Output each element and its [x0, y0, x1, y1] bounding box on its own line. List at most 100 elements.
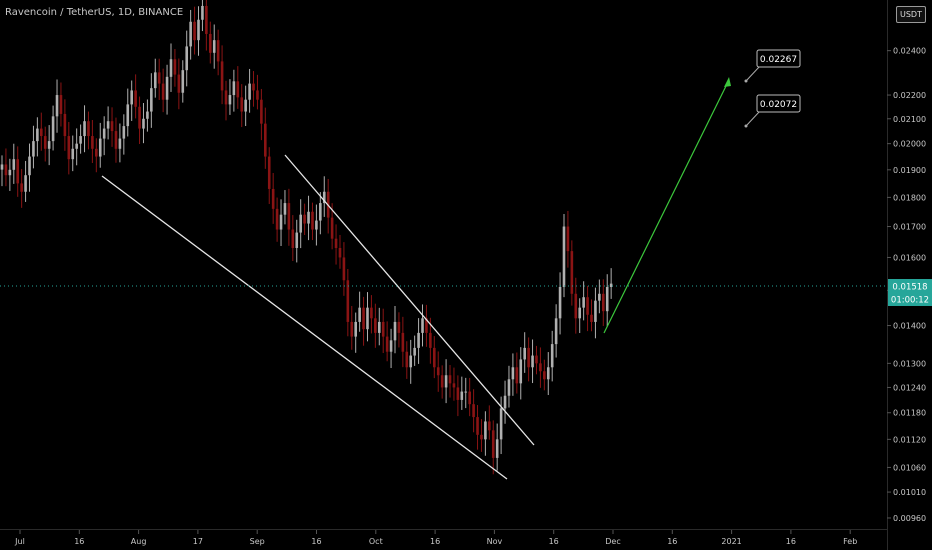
- candle-body: [185, 46, 189, 71]
- candle-body: [436, 367, 440, 376]
- y-tick-label: 0.02000: [893, 140, 926, 149]
- candle-body: [515, 367, 519, 384]
- candle-body: [28, 156, 31, 176]
- candle-body: [51, 116, 55, 142]
- x-tick-label: Dec: [605, 537, 620, 546]
- candle-body: [75, 143, 78, 149]
- candle-body: [20, 183, 23, 192]
- candle-body: [291, 229, 295, 248]
- candle-body: [421, 318, 424, 333]
- target-label-1[interactable]: 0.02267: [744, 49, 801, 83]
- candle-body: [488, 421, 491, 431]
- projection-arrow[interactable]: [603, 79, 730, 334]
- candle-body: [146, 111, 149, 119]
- candle-body: [283, 203, 287, 215]
- candle-body: [126, 104, 130, 127]
- candle-body: [499, 408, 503, 440]
- current-price-badge-bg: [888, 279, 932, 293]
- candle-body: [413, 347, 416, 356]
- y-tick-label: 0.01600: [893, 253, 926, 262]
- candle-body: [232, 81, 236, 96]
- current-price-text: 0.01518: [892, 283, 927, 293]
- target-label-2-dot: [744, 124, 748, 128]
- candle-body: [480, 434, 483, 440]
- x-tick-label: 16: [549, 537, 559, 546]
- candle-body: [311, 211, 314, 230]
- x-tick-label: 2021: [721, 537, 741, 546]
- candle-body: [405, 351, 409, 368]
- x-tick-label: Nov: [487, 537, 503, 546]
- x-tick-label: 17: [193, 537, 203, 546]
- candle-body: [539, 363, 542, 372]
- candle-body: [260, 99, 263, 124]
- candle-body: [495, 439, 499, 458]
- candle-body: [546, 367, 550, 380]
- candle-body: [236, 81, 240, 98]
- upper-trendline[interactable]: [284, 154, 535, 446]
- y-tick-label: 0.01700: [893, 223, 926, 232]
- candle-body: [271, 188, 275, 209]
- candle-body: [153, 72, 157, 89]
- candle-body: [212, 40, 216, 53]
- candle-body: [83, 121, 86, 137]
- candle-body: [578, 307, 582, 319]
- drawings-group: [101, 77, 731, 480]
- currency-badge[interactable]: USDT: [896, 6, 926, 23]
- candle-body: [138, 106, 141, 129]
- x-tick-label: 16: [311, 537, 321, 546]
- candle-body: [47, 141, 51, 149]
- candle-body: [511, 367, 515, 380]
- candle-body: [590, 314, 593, 322]
- candle-body: [531, 355, 534, 368]
- candle-body: [377, 321, 381, 333]
- candle-body: [130, 90, 133, 105]
- candle-body: [322, 191, 326, 204]
- candle-body: [594, 300, 597, 322]
- candle-body: [16, 159, 20, 184]
- candle-body: [601, 293, 605, 312]
- candle-body: [397, 321, 401, 333]
- candle-body: [303, 214, 306, 224]
- candle-body: [43, 136, 47, 149]
- target-label-1-box: [756, 49, 801, 68]
- y-tick-label: 0.01180: [893, 409, 926, 418]
- target-label-2[interactable]: 0.02072: [744, 94, 801, 128]
- candle-body: [456, 387, 460, 400]
- x-tick-label: Feb: [843, 537, 857, 546]
- x-tick-label: 16: [667, 537, 677, 546]
- candle-body: [264, 123, 267, 157]
- x-tick-label: 16: [786, 537, 796, 546]
- candle-body: [417, 332, 420, 348]
- candle-body: [609, 283, 613, 287]
- candle-body: [558, 286, 562, 319]
- time-axis[interactable]: Jul 16 Aug 17 Sep 16 Oct 16 Nov 16 Dec 16 2021 16 Feb: [14, 530, 857, 546]
- candle-body: [342, 257, 346, 281]
- candle-body: [319, 203, 322, 221]
- candle-body: [0, 164, 4, 170]
- candle-body: [169, 59, 173, 77]
- candle-body: [55, 95, 59, 117]
- candle-body: [476, 417, 479, 435]
- candle-body: [244, 99, 247, 112]
- candle-body: [452, 383, 456, 388]
- candle-body: [523, 347, 526, 360]
- candle-body: [240, 97, 244, 112]
- candle-body: [598, 293, 601, 301]
- lower-trendline[interactable]: [101, 175, 508, 480]
- target-label-2-text: 0.02072: [760, 100, 797, 110]
- candle-body: [59, 95, 63, 114]
- candle-body: [370, 307, 373, 319]
- candle-body: [586, 297, 589, 315]
- y-tick-label: 0.01900: [893, 166, 926, 175]
- countdown-text: 01:00:12: [891, 296, 929, 306]
- candle-body: [193, 21, 196, 41]
- candle-body: [40, 128, 43, 137]
- candle-body: [570, 251, 574, 294]
- candle-body: [503, 395, 507, 409]
- candle-body: [346, 280, 350, 322]
- candle-body: [393, 321, 397, 341]
- candle-body: [448, 375, 452, 384]
- candle-body: [491, 430, 495, 458]
